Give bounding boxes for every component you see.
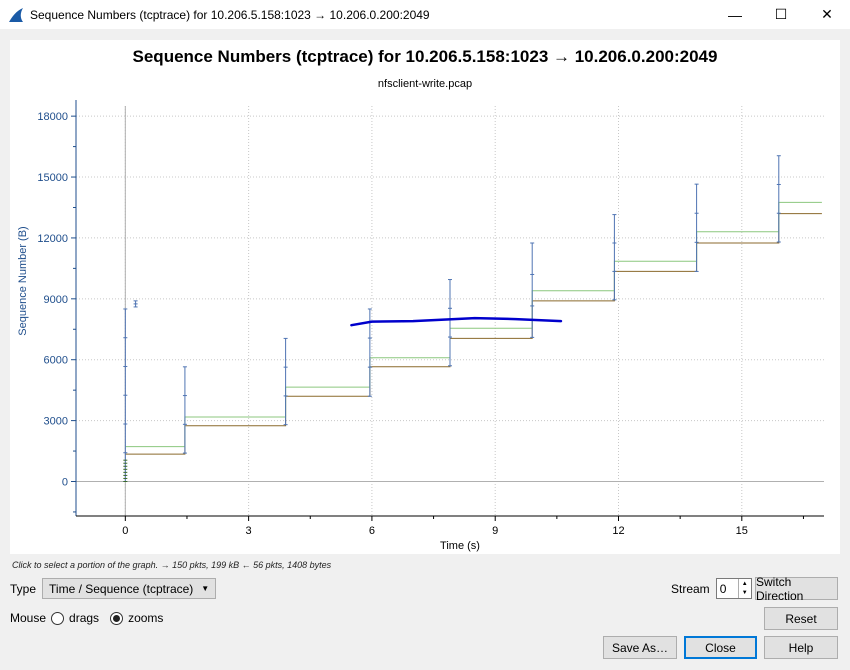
mouse-row: Mouse drags zooms	[10, 611, 163, 625]
zooms-label: zooms	[128, 611, 164, 625]
drags-label: drags	[69, 611, 100, 625]
selection-stroke	[350, 316, 563, 327]
type-select[interactable]: Time / Sequence (tcptrace) ▼	[42, 578, 217, 599]
sequence-chart[interactable]: Sequence Numbers (tcptrace) for 10.206.5…	[10, 40, 840, 554]
y-tick-label: 3000	[44, 416, 68, 428]
stream-label: Stream	[671, 581, 710, 596]
switch-direction-button[interactable]: Switch Direction	[755, 575, 838, 603]
graph-panel[interactable]: Sequence Numbers (tcptrace) for 10.206.5…	[10, 40, 840, 554]
reset-button[interactable]: Reset	[764, 607, 838, 630]
stream-value: 0	[719, 581, 727, 596]
y-axis-label: Sequence Number (B)	[17, 226, 29, 335]
y-tick-label: 0	[62, 476, 68, 488]
help-button[interactable]: Help	[764, 636, 838, 659]
ack-series-line	[125, 213, 822, 455]
window-titlebar: Sequence Numbers (tcptrace) for 10.206.5…	[0, 0, 850, 29]
close-icon[interactable]: ✕	[821, 6, 833, 22]
y-tick-label: 6000	[44, 355, 68, 367]
chevron-down-icon: ▼	[201, 584, 210, 593]
chart-title: Sequence Numbers (tcptrace) for 10.206.5…	[133, 47, 718, 66]
close-button[interactable]: Close	[684, 636, 757, 659]
graph-hint: Click to select a portion of the graph. …	[12, 560, 332, 570]
type-label: Type	[10, 581, 37, 596]
y-tick-label: 12000	[37, 233, 68, 245]
mouse-label: Mouse	[10, 611, 47, 625]
window-series-line	[125, 201, 822, 448]
stream-spinbox[interactable]: 0 ▲ ▼	[715, 578, 752, 599]
stream-row: Stream 0 ▲ ▼	[671, 578, 752, 599]
y-tick-label: 18000	[37, 111, 68, 123]
minimize-icon[interactable]: —	[728, 6, 742, 23]
x-tick-label: 3	[246, 525, 252, 537]
x-tick-label: 12	[612, 525, 624, 537]
window-title: Sequence Numbers (tcptrace) for 10.206.5…	[30, 7, 430, 22]
spin-down-icon[interactable]: ▼	[741, 590, 748, 597]
type-row: Type Time / Sequence (tcptrace) ▼	[10, 578, 217, 599]
type-select-value: Time / Sequence (tcptrace)	[49, 581, 194, 596]
x-axis-label: Time (s)	[440, 540, 480, 552]
x-tick-label: 15	[736, 525, 748, 537]
y-tick-label: 9000	[44, 294, 68, 306]
y-tick-label: 15000	[37, 172, 68, 184]
spin-up-icon[interactable]: ▲	[741, 580, 748, 587]
save-as-button[interactable]: Save As…	[603, 636, 677, 659]
wireshark-fin-icon	[9, 7, 23, 22]
x-tick-label: 9	[492, 525, 498, 537]
x-tick-label: 0	[122, 525, 128, 537]
drags-radio[interactable]	[51, 611, 65, 625]
chart-subtitle: nfsclient-write.pcap	[378, 78, 472, 90]
x-tick-label: 6	[369, 525, 375, 537]
zooms-radio[interactable]	[110, 611, 124, 625]
maximize-icon[interactable]: ☐	[774, 6, 788, 22]
